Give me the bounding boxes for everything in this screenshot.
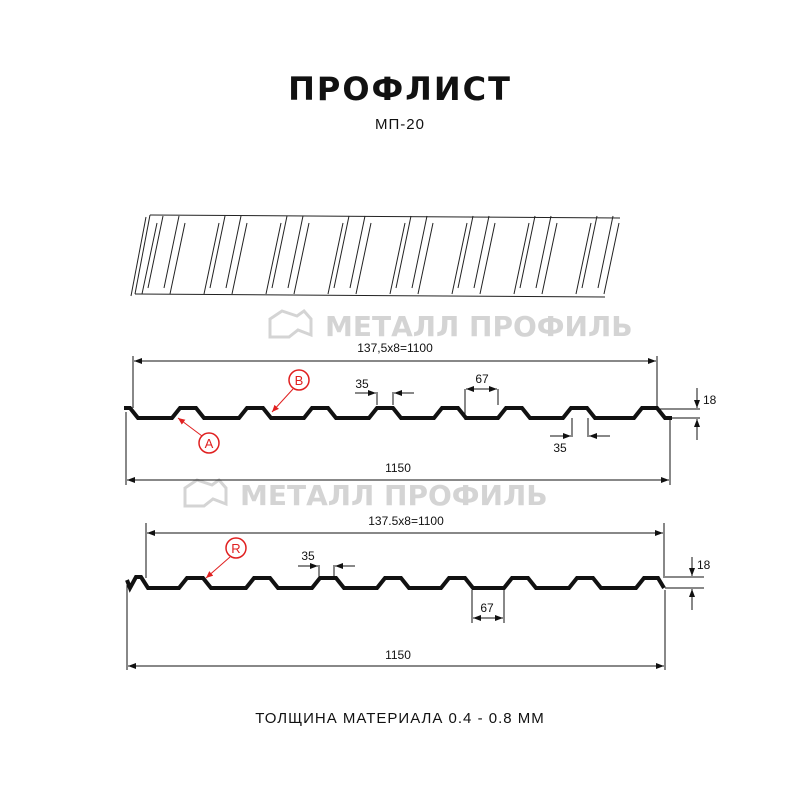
watermark-2: МЕТАЛЛ ПРОФИЛЬ	[183, 477, 548, 512]
sheet-line	[513, 222, 530, 295]
sheet-line	[603, 222, 620, 295]
sheet-line	[597, 215, 614, 289]
sheet-line	[535, 215, 552, 289]
marker-a: A	[177, 417, 220, 454]
sheet-line	[541, 222, 558, 295]
profile-a: 137,5x8=1100 1150 35 67 35 18 B A	[124, 341, 717, 485]
svg-text:A: A	[205, 436, 214, 451]
sheet-line	[327, 222, 344, 295]
watermark-text: МЕТАЛЛ ПРОФИЛЬ	[240, 479, 548, 512]
watermark-text: МЕТАЛЛ ПРОФИЛЬ	[325, 310, 633, 343]
sheet-line	[265, 222, 282, 295]
top-width-label-b: 35	[301, 549, 315, 563]
sheet-line	[473, 215, 490, 289]
sheet-line	[203, 222, 220, 295]
sheet-3d-view	[130, 214, 621, 298]
sheet-line	[293, 222, 310, 295]
sheet-line	[134, 214, 151, 295]
sheet-line	[355, 222, 372, 295]
sheet-line	[231, 222, 248, 295]
model-subtitle: МП-20	[375, 116, 425, 133]
sheet-line	[271, 215, 288, 289]
width-label-b: 1150	[385, 648, 411, 662]
sheet-line	[130, 216, 147, 297]
marker-b: B	[271, 369, 310, 413]
profile-a-outline	[124, 406, 672, 420]
sheet-line	[134, 293, 606, 298]
sheet-line	[225, 215, 242, 289]
svg-text:R: R	[231, 541, 240, 556]
bottom-width-top-label-a: 67	[475, 372, 489, 386]
profile-b-outline	[125, 575, 666, 593]
width-label-a: 1150	[385, 461, 411, 475]
material-thickness-note: ТОЛЩИНА МАТЕРИАЛА 0.4 - 0.8 ММ	[255, 710, 545, 727]
sheet-line	[457, 215, 474, 289]
sheet-line	[575, 222, 592, 295]
sheet-line	[147, 215, 164, 289]
sheet-line	[169, 222, 186, 295]
sheet-line	[479, 222, 496, 295]
marker-r: R	[205, 537, 247, 579]
sheet-line	[209, 215, 226, 289]
bottom-width-label-a: 35	[553, 441, 567, 455]
pitch-label-a: 137,5x8=1100	[357, 341, 433, 355]
sheet-line	[163, 215, 180, 289]
sheet-line	[287, 215, 304, 289]
sheet-line	[149, 214, 621, 219]
sheet-line	[141, 222, 158, 295]
watermark-1: МЕТАЛЛ ПРОФИЛЬ	[268, 308, 633, 343]
sheet-line	[417, 222, 434, 295]
sheet-line	[581, 215, 598, 289]
sheet-line	[411, 215, 428, 289]
sheet-line	[333, 215, 350, 289]
svg-text:B: B	[295, 373, 304, 388]
height-label-a: 18	[703, 393, 717, 407]
sheet-line	[395, 215, 412, 289]
pitch-label-b: 137.5x8=1100	[368, 514, 444, 528]
height-label-b: 18	[697, 558, 711, 572]
sheet-line	[349, 215, 366, 289]
sheet-line	[451, 222, 468, 295]
top-width-label-a: 35	[355, 377, 369, 391]
profile-b: 137.5x8=1100 1150 35 67 18 R	[125, 514, 711, 670]
sheet-line	[389, 222, 406, 295]
sheet-line	[519, 215, 536, 289]
bottom-width-label-b: 67	[480, 601, 494, 615]
page-title: ПРОФЛИСТ	[288, 70, 512, 108]
